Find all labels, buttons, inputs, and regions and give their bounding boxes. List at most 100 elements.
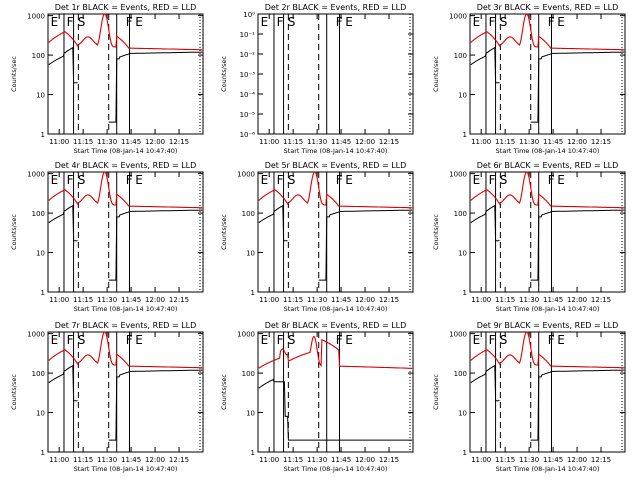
events-rate-series <box>470 204 625 281</box>
x-axis-label: Start Time (08-Jan-14 10:47:40) <box>284 305 388 313</box>
y-tick-label: 1 <box>41 131 45 139</box>
chart-panel: Det 7r BLACK = Events, RED = LLD 1 10 100 10… <box>10 321 204 473</box>
y-tick-label: 1 <box>463 289 467 297</box>
event-marker-label: S <box>288 333 296 347</box>
event-marker-label: S <box>78 15 86 29</box>
x-tick-label: 11:45 <box>543 138 563 146</box>
x-axis-label: Start Time (08-Jan-14 10:47:40) <box>496 147 600 155</box>
event-marker-label: F <box>277 173 284 187</box>
y-tick-label: 1000 <box>237 331 255 339</box>
plot-frame <box>469 13 626 135</box>
y-tick-label: 1 <box>251 449 255 457</box>
chart-panel: Det 9r BLACK = Events, RED = LLD 1 10 100 10… <box>432 321 626 473</box>
event-marker-label: E <box>557 333 565 347</box>
lld-rate-series <box>470 171 625 209</box>
x-tick-label: 11:15 <box>73 296 93 304</box>
event-marker-label: E <box>135 333 143 347</box>
chart-title: Det 1r BLACK = Events, RED = LLD <box>55 3 197 12</box>
x-axis-label: Start Time (08-Jan-14 10:47:40) <box>74 147 178 155</box>
plot-frame <box>469 171 626 293</box>
x-tick-label: 11:00 <box>49 138 69 146</box>
y-tick-label: 1000 <box>449 171 467 179</box>
y-tick-label: 1000 <box>27 13 45 21</box>
x-tick-label: 11:15 <box>495 138 515 146</box>
x-tick-label: 12:15 <box>169 456 189 464</box>
y-tick-label: 10 <box>458 92 467 100</box>
x-tick-label: 12:15 <box>379 296 399 304</box>
x-tick-label: 11:00 <box>471 456 491 464</box>
x-tick-label: 11:45 <box>331 456 351 464</box>
y-axis-label: Counts/sec <box>432 56 440 92</box>
event-marker-label: S <box>288 15 296 29</box>
y-tick-label: 100 <box>454 370 467 378</box>
y-tick-label: 1000 <box>27 171 45 179</box>
event-marker-label: F <box>277 15 284 29</box>
x-axis-label: Start Time (08-Jan-14 10:47:40) <box>284 465 388 473</box>
plot-frame <box>257 171 414 293</box>
event-marker-label: F <box>126 333 133 347</box>
x-tick-label: 12:00 <box>145 456 165 464</box>
x-tick-label: 12:00 <box>567 138 587 146</box>
event-marker-label: E <box>557 15 565 29</box>
x-tick-label: 11:45 <box>121 138 141 146</box>
y-tick-label: 10 <box>246 250 255 258</box>
event-marker-label: F <box>489 15 496 29</box>
chart-title: Det 6r BLACK = Events, RED = LLD <box>477 161 619 170</box>
x-tick-label: 12:15 <box>379 138 399 146</box>
x-tick-label: 11:45 <box>121 456 141 464</box>
event-marker-label: E <box>51 173 59 187</box>
x-tick-label: 11:00 <box>259 296 279 304</box>
event-marker-label: S <box>78 333 86 347</box>
x-tick-label: 11:00 <box>471 296 491 304</box>
x-tick-label: 11:15 <box>73 456 93 464</box>
event-marker-label: F <box>67 173 74 187</box>
y-tick-label: 10⁻⁶ <box>240 131 256 139</box>
x-tick-label: 11:30 <box>519 296 539 304</box>
y-tick-label: 1 <box>251 289 255 297</box>
lld-rate-series <box>470 13 625 51</box>
chart-title: Det 3r BLACK = Events, RED = LLD <box>477 3 619 12</box>
y-tick-label: 10⁻⁴ <box>240 91 256 99</box>
plot-frame <box>47 331 204 453</box>
events-rate-series <box>48 364 203 441</box>
y-tick-label: 10⁻¹ <box>240 31 256 39</box>
y-tick-label: 1000 <box>449 13 467 21</box>
x-tick-label: 12:00 <box>145 296 165 304</box>
x-tick-label: 11:00 <box>259 456 279 464</box>
event-marker-label: E <box>51 333 59 347</box>
x-tick-label: 11:15 <box>283 456 303 464</box>
y-tick-label: 10 <box>36 92 45 100</box>
y-tick-label: 10 <box>36 410 45 418</box>
y-tick-label: 10⁰ <box>243 11 255 19</box>
event-marker-label: E <box>135 15 143 29</box>
lld-rate-series <box>48 331 203 369</box>
x-tick-label: 11:15 <box>495 296 515 304</box>
y-tick-label: 1000 <box>449 331 467 339</box>
x-tick-label: 12:00 <box>355 456 375 464</box>
x-axis-label: Start Time (08-Jan-14 10:47:40) <box>74 465 178 473</box>
chart-panel: Det 4r BLACK = Events, RED = LLD 1 10 100 10… <box>10 161 204 313</box>
y-tick-label: 100 <box>32 370 45 378</box>
x-tick-label: 11:15 <box>283 296 303 304</box>
x-tick-label: 12:15 <box>591 138 611 146</box>
event-marker-label: E <box>135 173 143 187</box>
events-rate-series <box>258 378 413 441</box>
event-marker-label: F <box>548 333 555 347</box>
event-marker-label: F <box>67 15 74 29</box>
lld-rate-series <box>48 171 203 209</box>
lld-rate-series <box>258 171 413 209</box>
x-tick-label: 11:45 <box>543 456 563 464</box>
event-marker-label: F <box>548 15 555 29</box>
y-tick-label: 10⁻³ <box>240 71 256 79</box>
plot-frame <box>469 331 626 453</box>
event-marker-label: S <box>288 173 296 187</box>
event-marker-label: S <box>500 15 508 29</box>
y-tick-label: 10⁻⁵ <box>240 111 256 119</box>
event-marker-label: E <box>261 173 269 187</box>
lld-rate-series <box>258 335 413 369</box>
event-marker-label: E <box>51 15 59 29</box>
x-tick-label: 12:00 <box>355 296 375 304</box>
event-marker-label: E <box>261 333 269 347</box>
x-tick-label: 11:15 <box>283 138 303 146</box>
